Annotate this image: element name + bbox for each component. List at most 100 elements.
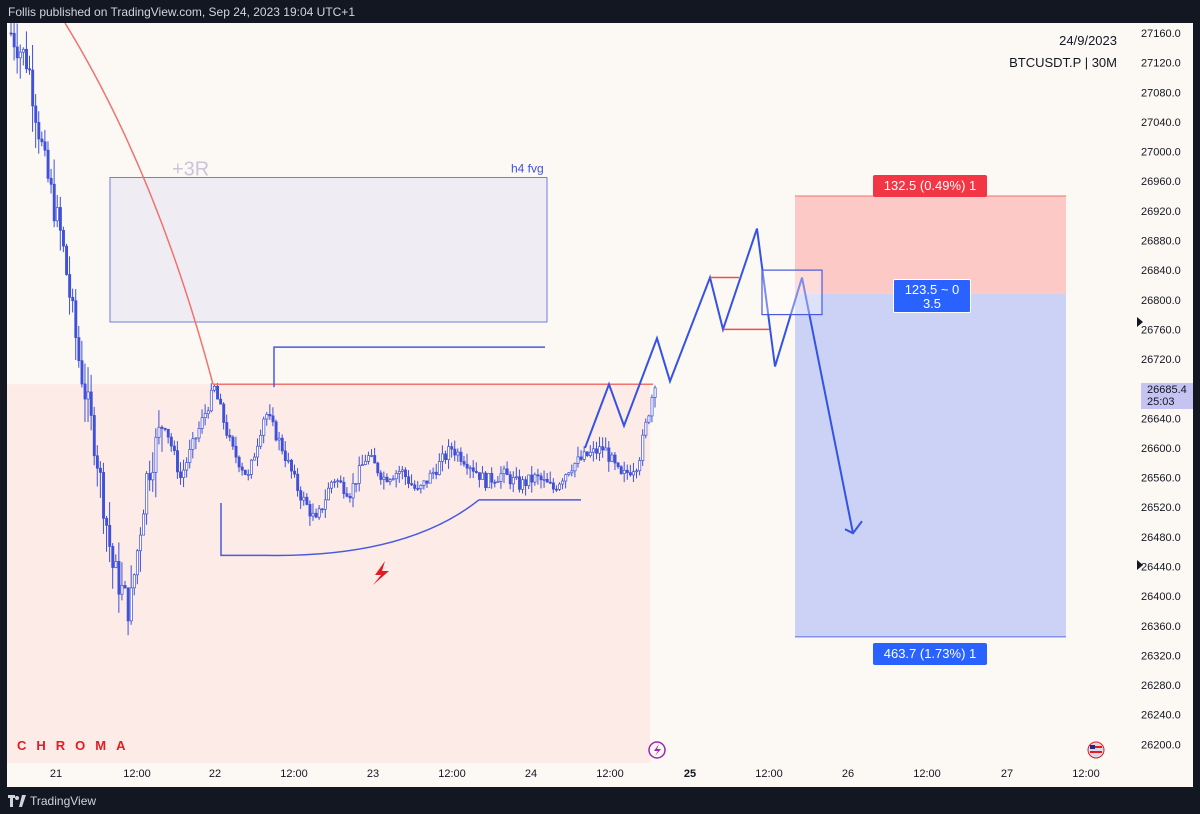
candle-body [52,183,56,222]
candle-body [308,504,312,517]
chart-svg[interactable]: h4 fvg +3R 27160.0 27120.0 27080.0 27040.0 27… [7,23,1193,787]
candle-body [453,448,457,456]
chart-area[interactable]: h4 fvg +3R 27160.0 27120.0 27080.0 27040.0 27… [7,23,1193,787]
flag-canton [1090,745,1095,749]
stop-loss-badge[interactable]: 132.5 (0.49%) 1 [873,175,987,197]
candle-body [484,472,488,489]
price-tick-label: 26800.0 [1141,295,1181,307]
position-center-badge[interactable]: 123.5 ~ 0 3.5 [893,279,971,313]
candle-body [89,391,93,416]
candle-body [222,403,226,423]
price-tick-label: 26560.0 [1141,473,1181,485]
candle-body [256,445,260,458]
time-tick-label: 12:00 [596,768,624,780]
candle-body [228,435,232,438]
candle-body [558,483,562,490]
candle-body [102,472,105,519]
candle-body [628,472,632,476]
candle-body [243,469,247,475]
candle-body [188,449,192,463]
time-tick-label: 23 [367,768,379,780]
candle-body [524,479,528,487]
price-tick-label: 26480.0 [1141,532,1181,544]
candle-body [508,474,512,485]
candle-body [194,437,198,440]
candle-body [527,474,531,487]
candle-body [376,462,380,474]
price-tick-label: 26520.0 [1141,502,1181,514]
candle-body [191,438,195,450]
candle-body [357,465,361,484]
candle-body [351,483,355,499]
bar-countdown: 25:03 [1147,396,1175,408]
time-tick-label: 12:00 [280,768,308,780]
candle-body [601,446,605,451]
candle-body [434,471,438,475]
candle-body [653,387,657,398]
candle-body [314,512,318,518]
candle-body [373,455,377,464]
candle-body [246,474,250,476]
candle-body [305,496,309,505]
flag-stripe [1090,751,1102,753]
candle-body [126,587,130,622]
last-price-tag: 26685.4 25:03 [1141,383,1193,409]
candle-body [323,499,327,510]
chroma-watermark: CHROMA [17,738,136,753]
price-tick-label: 26440.0 [1141,562,1181,574]
candle-body [364,460,367,465]
candle-body [542,478,546,481]
candle-body [274,421,278,441]
candle-body [68,274,72,298]
candle-body [231,436,235,447]
take-profit-badge[interactable]: 463.7 (1.73%) 1 [873,643,987,665]
candle-body [80,360,84,385]
candle-body [447,446,451,461]
candle-body [15,46,19,59]
candle-body [632,471,635,476]
price-tick-label: 27120.0 [1141,58,1181,70]
candle-body [444,453,448,461]
candle-body [410,483,414,486]
candle-body [262,418,266,436]
price-tick-label: 26880.0 [1141,235,1181,247]
candle-body [564,474,568,482]
candle-body [518,476,521,490]
candle-body [400,469,404,472]
candle-body [471,467,475,472]
candle-body [441,453,444,462]
candle-body [120,585,124,595]
candle-body [31,69,35,107]
candle-body [616,462,620,467]
entry-box [761,269,823,316]
candle-body [160,426,164,429]
candle-body [234,445,238,458]
candle-body [459,451,463,462]
candle-body [111,546,115,568]
candle-body [604,447,608,451]
candle-body [268,414,272,417]
candle-body [333,481,337,483]
publish-header: Follis published on TradingView.com, Sep… [8,5,355,19]
candle-body [65,245,69,275]
candle-body [582,451,586,460]
price-tick-label: 26240.0 [1141,710,1181,722]
candle-body [240,466,244,471]
candle-body [502,468,506,475]
candle-body [551,482,555,490]
entry-marker-icon [1137,317,1143,327]
candle-body [548,481,552,484]
price-tick-label: 26400.0 [1141,591,1181,603]
time-tick-label: 24 [525,768,537,780]
candle-body [259,435,263,447]
candle-body [299,490,303,501]
candle-body [209,389,213,412]
candle-body [12,32,16,48]
candle-body [360,464,364,466]
candle-body [185,462,189,471]
candle-body [151,472,155,481]
candle-body [157,426,161,438]
candle-body [71,296,75,302]
candle-body [413,484,417,489]
candle-body [271,415,275,423]
